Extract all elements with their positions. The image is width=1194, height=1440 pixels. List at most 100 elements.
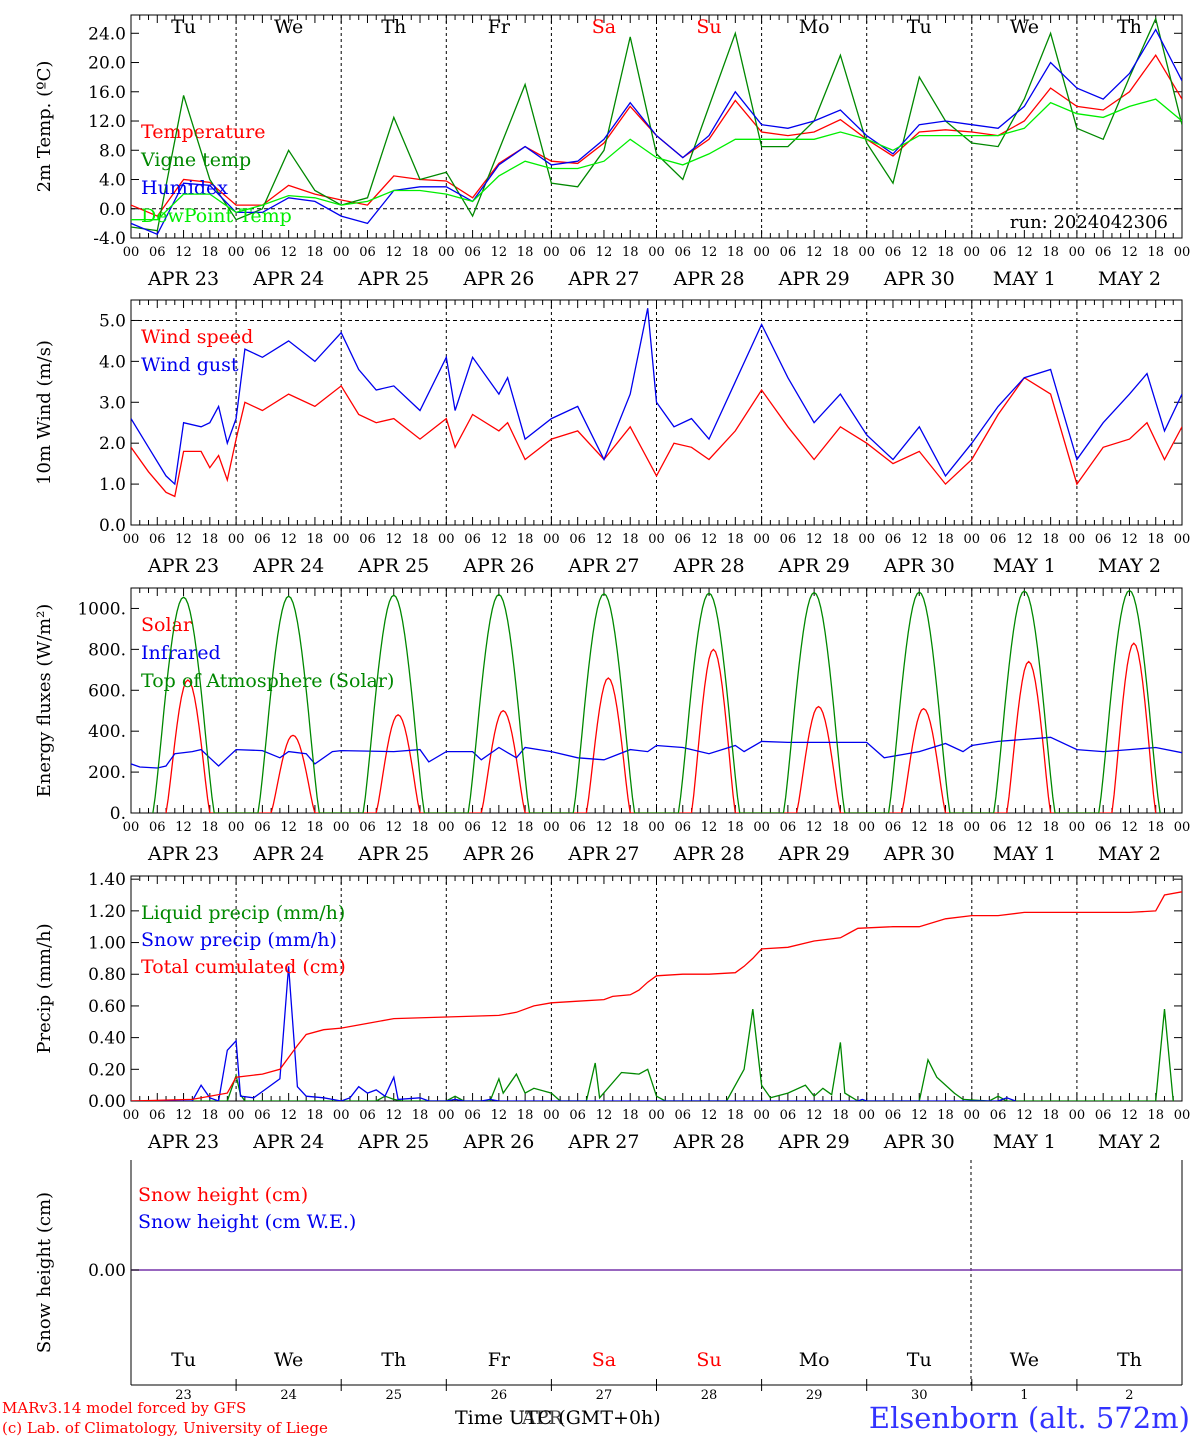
hour-tick-label: 00 <box>228 1108 245 1123</box>
hour-tick-label: 12 <box>1121 820 1138 835</box>
hour-tick-label: 06 <box>885 532 902 547</box>
y-axis-label: Energy fluxes (W/m²) <box>34 604 55 798</box>
date-label: APR 29 <box>778 843 850 865</box>
hour-tick-label: 00 <box>228 820 245 835</box>
hour-tick-label: 00 <box>1174 532 1191 547</box>
hour-tick-label: 00 <box>333 820 350 835</box>
hour-tick-label: 12 <box>806 820 823 835</box>
hour-tick-label: 06 <box>464 820 481 835</box>
day-number-label: 25 <box>385 1388 402 1403</box>
date-label: APR 27 <box>567 1131 639 1153</box>
y-tick-label: 0.60 <box>88 997 126 1017</box>
hour-tick-label: 12 <box>1016 820 1033 835</box>
hour-tick-label: 18 <box>622 1108 639 1123</box>
y-tick-label: 0.0 <box>99 200 126 220</box>
series-line-0 <box>131 1009 1174 1101</box>
y-tick-label: -4.0 <box>93 229 126 249</box>
date-label: APR 26 <box>462 1131 534 1153</box>
hour-tick-label: 06 <box>464 532 481 547</box>
hour-tick-label: 18 <box>412 1108 429 1123</box>
hour-tick-label: 12 <box>701 532 718 547</box>
series-line-2 <box>131 891 1182 1101</box>
y-tick-label: 5.0 <box>99 311 126 331</box>
hour-tick-label: 12 <box>491 532 508 547</box>
date-label: MAY 1 <box>993 268 1056 290</box>
date-label: APR 27 <box>567 268 639 290</box>
day-number-label: 1 <box>1020 1388 1028 1403</box>
date-label: APR 25 <box>357 268 429 290</box>
day-name-label: Fr <box>488 1349 511 1371</box>
hour-tick-label: 00 <box>964 245 981 260</box>
y-tick-label: 0.20 <box>88 1060 126 1080</box>
hour-tick-label: 06 <box>149 532 166 547</box>
date-label: APR 28 <box>673 555 745 577</box>
chart-panels: -4.00.04.08.012.016.020.024.02m Temp. (º… <box>34 14 1191 1403</box>
legend-entry: Solar <box>141 614 193 636</box>
hour-tick-label: 18 <box>727 532 744 547</box>
hour-tick-label: 18 <box>1042 245 1059 260</box>
hour-tick-label: 12 <box>175 532 192 547</box>
hour-tick-label: 00 <box>753 1108 770 1123</box>
hour-tick-label: 12 <box>385 245 402 260</box>
hour-tick-label: 00 <box>123 1108 140 1123</box>
hour-tick-label: 18 <box>727 245 744 260</box>
date-label: APR 30 <box>883 555 955 577</box>
series-line-0 <box>131 376 1182 498</box>
legend-entry: Humidex <box>141 177 228 199</box>
hour-tick-label: 12 <box>701 1108 718 1123</box>
y-tick-label: 1.00 <box>88 934 126 954</box>
day-name-label: Th <box>1117 1349 1142 1371</box>
hour-tick-label: 06 <box>1095 532 1112 547</box>
hour-tick-label: 06 <box>464 1108 481 1123</box>
hour-tick-label: 18 <box>1042 532 1059 547</box>
hour-tick-label: 06 <box>569 820 586 835</box>
hour-tick-label: 06 <box>990 245 1007 260</box>
hour-tick-label: 18 <box>307 820 324 835</box>
hour-tick-label: 00 <box>753 820 770 835</box>
date-label: APR 27 <box>567 843 639 865</box>
y-axis-label: 2m Temp. (ºC) <box>34 61 55 193</box>
date-label: MAY 2 <box>1098 555 1161 577</box>
hour-tick-label: 06 <box>990 532 1007 547</box>
series-line-1 <box>131 736 1182 769</box>
hour-tick-label: 00 <box>858 1108 875 1123</box>
hour-tick-label: 06 <box>464 245 481 260</box>
hour-tick-label: 18 <box>412 820 429 835</box>
hour-tick-label: 06 <box>569 1108 586 1123</box>
hour-tick-label: 18 <box>412 245 429 260</box>
hour-tick-label: 12 <box>911 532 928 547</box>
hour-tick-label: 18 <box>727 1108 744 1123</box>
panel-frame-2 <box>130 587 1183 814</box>
legend-entry: DewPoint Temp <box>141 205 292 227</box>
hour-tick-label: 12 <box>1016 532 1033 547</box>
hour-tick-label: 12 <box>491 245 508 260</box>
hour-tick-label: 00 <box>438 245 455 260</box>
hour-tick-label: 00 <box>1174 1108 1191 1123</box>
hour-tick-label: 06 <box>780 245 797 260</box>
date-label: APR 26 <box>462 555 534 577</box>
hour-tick-label: 12 <box>596 1108 613 1123</box>
hour-tick-label: 18 <box>1147 245 1164 260</box>
hour-tick-label: 18 <box>832 532 849 547</box>
hour-tick-label: 12 <box>175 245 192 260</box>
hour-tick-label: 00 <box>753 245 770 260</box>
hour-tick-label: 12 <box>280 532 297 547</box>
hour-tick-label: 18 <box>937 820 954 835</box>
hour-tick-label: 06 <box>149 245 166 260</box>
hour-tick-label: 12 <box>385 1108 402 1123</box>
hour-tick-label: 18 <box>1147 1108 1164 1123</box>
hour-tick-label: 00 <box>1069 245 1086 260</box>
y-tick-label: 1.40 <box>88 870 126 890</box>
series-line-3 <box>131 98 1182 221</box>
hour-tick-label: 12 <box>911 1108 928 1123</box>
hour-tick-label: 12 <box>280 820 297 835</box>
hour-tick-label: 18 <box>202 245 219 260</box>
day-number-label: 27 <box>596 1388 613 1403</box>
legend-entry: Total cumulated (cm) <box>141 956 346 978</box>
hour-tick-label: 06 <box>1095 1108 1112 1123</box>
date-label: APR 29 <box>778 1131 850 1153</box>
date-label: APR 23 <box>147 555 219 577</box>
hour-tick-label: 12 <box>175 820 192 835</box>
hour-tick-label: 00 <box>543 820 560 835</box>
